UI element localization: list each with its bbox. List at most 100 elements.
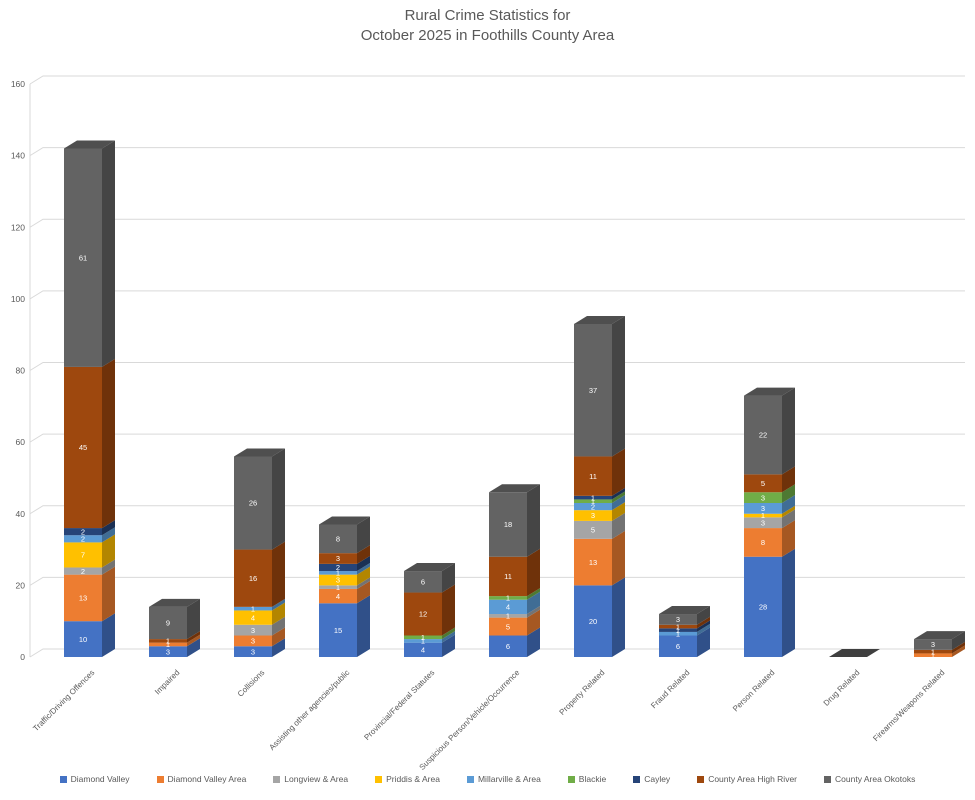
chart-legend: Diamond Valley Diamond Valley Area Longvie… <box>0 774 975 784</box>
bar-segment <box>659 624 697 629</box>
bar-segment-side <box>357 516 370 554</box>
bar-segment-value-label: 13 <box>79 594 87 603</box>
bar-segment-side <box>272 598 285 611</box>
bar-segment <box>319 585 357 589</box>
bar-segment <box>319 603 357 657</box>
bar-segment-value-label: 5 <box>591 526 595 535</box>
bar-segment-side <box>272 638 285 657</box>
bar-segment-side <box>442 627 455 640</box>
bar-segment-side <box>102 534 115 568</box>
legend-label: Blackie <box>578 774 607 784</box>
bar-segment <box>489 614 527 618</box>
bar-segment-side <box>782 520 795 557</box>
bar-segment <box>659 628 697 632</box>
bar-segment-side <box>612 495 625 511</box>
bar-segment-value-label: 1 <box>166 640 170 649</box>
gridline <box>29 362 965 371</box>
x-axis-category-label-group: Provincial/Federal Statutes <box>362 668 436 742</box>
legend-label: County Area High River <box>708 774 798 784</box>
legend-swatch <box>567 775 575 783</box>
bar-segment-side <box>612 512 625 539</box>
bar-segment <box>404 571 442 593</box>
bar-segment-value-label: 3 <box>676 615 680 624</box>
bar-segment <box>234 624 272 636</box>
zero-value-bar <box>829 649 880 657</box>
bar-segment-side <box>357 545 370 564</box>
legend-swatch <box>273 775 281 783</box>
bar-segment <box>319 553 357 564</box>
legend-label: County Area Okotoks <box>835 774 916 784</box>
bar-segment <box>64 148 102 367</box>
bar-segment-value-label: 12 <box>419 610 427 619</box>
bar-segment <box>574 585 612 657</box>
bar-segment-value-label: 6 <box>506 642 510 651</box>
legend-item: Longview & Area <box>273 774 348 784</box>
bar-segment <box>64 535 102 543</box>
bar-segment-side <box>187 634 200 647</box>
bar-segment-value-label: 13 <box>589 558 597 567</box>
legend-swatch <box>633 775 641 783</box>
y-axis-tick-label: 120 <box>11 222 25 232</box>
bar-segment-value-label: 6 <box>676 642 680 651</box>
bar-segment-value-label: 5 <box>761 479 765 488</box>
x-axis-category-label: Provincial/Federal Statutes <box>362 668 436 742</box>
x-axis-category-label-group: Firearms/Weapons Related <box>871 668 946 743</box>
x-axis-category-label: Collisions <box>236 668 267 699</box>
bar-segment-value-label: 37 <box>589 386 597 395</box>
bar-segment-side <box>612 315 625 457</box>
x-axis-category-label: Impaired <box>153 668 181 696</box>
legend-label: Priddis & Area <box>386 774 440 784</box>
bar-segment-value-label: 1 <box>676 622 680 631</box>
bar-segment-side <box>102 566 115 622</box>
legend-item: Millarville & Area <box>466 774 541 784</box>
bar-top-face <box>404 563 455 572</box>
bar-segment-value-label: 1 <box>931 647 935 656</box>
bar-segment-side <box>187 598 200 640</box>
x-axis-category-label-group: Assisting other agencies/public <box>267 668 351 752</box>
x-axis-category-label-group: Traffic/Driving Offences <box>31 668 96 733</box>
bar-segment-value-label: 1 <box>506 594 510 603</box>
bar-segment <box>574 503 612 511</box>
bar-segment <box>234 456 272 550</box>
bar-segment-value-label: 3 <box>336 554 340 563</box>
bar-segment <box>489 599 527 615</box>
bar-segment-value-label: 1 <box>506 612 510 621</box>
bar-segment-value-label: 2 <box>591 502 595 511</box>
bar-segment-value-label: 9 <box>166 619 170 628</box>
y-axis-tick-label: 60 <box>16 437 26 447</box>
bar-segment-side <box>697 623 710 636</box>
bar-segment <box>574 538 612 586</box>
x-axis-category-label: Firearms/Weapons Related <box>871 668 946 743</box>
legend-label: Diamond Valley <box>70 774 130 784</box>
x-axis-category-label: Traffic/Driving Offences <box>31 668 96 733</box>
y-axis-tick-label: 80 <box>16 366 26 376</box>
bar-segment-side <box>612 487 625 500</box>
bar-top-face <box>744 387 795 396</box>
bar-segment-side <box>102 520 115 536</box>
legend-label: Longview & Area <box>284 774 349 784</box>
bar-segment <box>489 556 527 597</box>
bar-segment <box>574 510 612 521</box>
bar-segment <box>489 492 527 557</box>
bar-segment-value-label: 15 <box>334 626 342 635</box>
bar-segment-side <box>187 638 200 657</box>
bar-segment-value-label: 3 <box>761 518 765 527</box>
bar-segment-side <box>272 616 285 636</box>
bar-segment-side <box>782 509 795 529</box>
bar-segment-side <box>272 448 285 550</box>
bar-top-face <box>659 606 710 615</box>
bar-segment-side <box>782 484 795 504</box>
chart-title: Rural Crime Statistics for October 2025 … <box>0 6 975 46</box>
bar-segment-side <box>272 602 285 625</box>
bar-segment-value-label: 11 <box>589 472 597 481</box>
bar-segment-side <box>357 563 370 575</box>
bar-segment-side <box>102 527 115 543</box>
gridline <box>29 433 965 443</box>
bar-segment-side <box>612 502 625 521</box>
bar-segment-value-label: 1 <box>591 497 595 506</box>
bar-segment-side <box>102 559 115 575</box>
bar-segment-side <box>697 616 710 629</box>
bar-top-face <box>574 315 625 324</box>
bar-segment <box>744 513 782 518</box>
bar-segment-value-label: 11 <box>504 572 512 581</box>
